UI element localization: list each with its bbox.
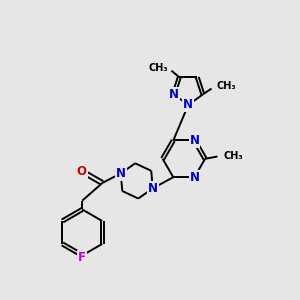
Text: F: F: [78, 251, 86, 264]
Text: N: N: [183, 98, 193, 111]
Text: N: N: [148, 182, 158, 195]
Text: CH₃: CH₃: [148, 63, 168, 73]
Text: N: N: [169, 88, 179, 101]
Text: N: N: [190, 134, 200, 147]
Text: N: N: [190, 171, 200, 184]
Text: N: N: [116, 167, 126, 180]
Text: O: O: [77, 165, 87, 178]
Text: CH₃: CH₃: [217, 81, 236, 91]
Text: CH₃: CH₃: [223, 152, 243, 161]
